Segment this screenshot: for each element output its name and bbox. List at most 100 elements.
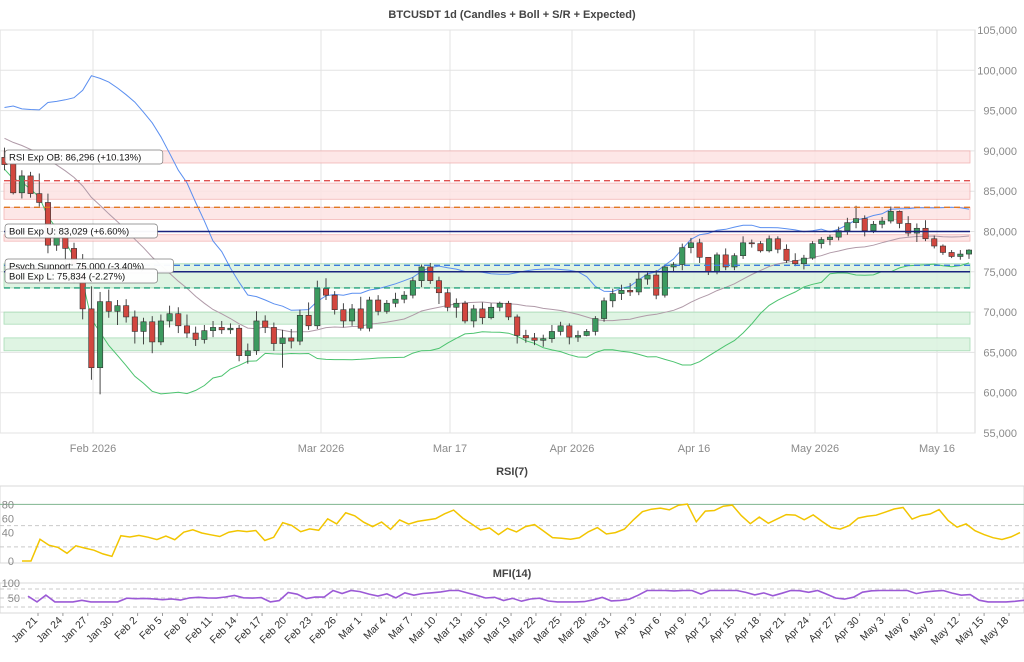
candle-down bbox=[262, 320, 269, 328]
main-y-tick-label: 80,000 bbox=[983, 227, 1017, 239]
candle-down bbox=[435, 280, 442, 294]
date-tick-label: May 18 bbox=[978, 615, 1011, 648]
candle-up bbox=[957, 253, 964, 257]
date-tick-label: Apr 24 bbox=[782, 615, 812, 645]
main-y-tick-label: 70,000 bbox=[983, 307, 1017, 319]
candle-up bbox=[601, 300, 608, 319]
candle-down bbox=[105, 301, 112, 312]
candle-up bbox=[853, 218, 860, 223]
resistance-zone bbox=[3, 150, 971, 164]
candle-down bbox=[288, 337, 295, 342]
main-x-tick-label: May 16 bbox=[919, 443, 955, 455]
main-y-tick-label: 65,000 bbox=[983, 347, 1017, 359]
candle-up bbox=[731, 255, 738, 268]
candle-down bbox=[236, 327, 243, 356]
candle-up bbox=[383, 302, 390, 312]
candle-down bbox=[479, 308, 486, 319]
candle-up bbox=[157, 320, 164, 343]
candle-down bbox=[444, 292, 451, 308]
candle-up bbox=[366, 299, 373, 329]
candle-down bbox=[757, 243, 764, 252]
candle-down bbox=[305, 315, 312, 327]
candle-up bbox=[496, 302, 503, 308]
main-x-tick-label: Mar 2026 bbox=[298, 443, 344, 455]
candle-down bbox=[696, 242, 703, 258]
candle-down bbox=[331, 294, 338, 310]
candle-down bbox=[505, 302, 512, 318]
date-tick-label: Jan 30 bbox=[84, 615, 115, 646]
candle-down bbox=[514, 316, 521, 336]
rsi-y-tick-label: 60 bbox=[2, 513, 14, 525]
candle-down bbox=[131, 316, 138, 332]
candle-up bbox=[18, 175, 25, 194]
candle-up bbox=[201, 330, 208, 340]
candle-up bbox=[574, 335, 581, 338]
candle-up bbox=[97, 301, 104, 369]
candle-down bbox=[218, 327, 225, 331]
main-chart-title: BTCUSDT 1d (Candles + Boll + S/R + Expec… bbox=[388, 9, 636, 21]
candle-up bbox=[470, 308, 477, 322]
annotation-label: Boll Exp L: 75,834 (-2.27%) bbox=[9, 272, 125, 283]
candle-up bbox=[635, 278, 642, 293]
candle-down bbox=[192, 332, 199, 340]
date-tick-label: Apr 30 bbox=[831, 615, 861, 645]
candle-down bbox=[183, 325, 190, 334]
mfi-series-line bbox=[27, 589, 1024, 603]
resistance-zone bbox=[3, 206, 971, 220]
candle-up bbox=[540, 338, 547, 341]
candle-down bbox=[323, 288, 329, 296]
candle-up bbox=[210, 327, 217, 331]
candle-up bbox=[227, 327, 234, 331]
date-tick-label: May 3 bbox=[858, 615, 887, 644]
candle-up bbox=[557, 325, 564, 332]
candle-up bbox=[253, 320, 260, 352]
rsi-y-tick-label: 80 bbox=[2, 499, 14, 511]
main-y-tick-label: 105,000 bbox=[977, 25, 1017, 37]
date-tick-label: Mar 10 bbox=[407, 615, 439, 647]
annotation-box bbox=[4, 268, 158, 284]
date-tick-label: Mar 19 bbox=[482, 615, 514, 647]
candle-up bbox=[244, 350, 251, 356]
candle-down bbox=[88, 308, 95, 369]
candle-down bbox=[566, 325, 573, 338]
main-y-tick-label: 95,000 bbox=[983, 106, 1017, 118]
annotation-label: Psych Support: 75,000 (-3.40%) bbox=[9, 262, 144, 273]
candle-down bbox=[792, 260, 799, 265]
candle-down bbox=[653, 274, 660, 296]
rsi-panel-title: RSI(7) bbox=[496, 466, 528, 478]
main-y-tick-label: 55,000 bbox=[983, 428, 1017, 440]
date-tick-label: Mar 28 bbox=[556, 615, 588, 647]
candle-down bbox=[375, 299, 382, 312]
candle-up bbox=[913, 227, 920, 234]
candle-up bbox=[879, 220, 886, 225]
bollinger-lower-band bbox=[4, 168, 970, 395]
candle-down bbox=[627, 290, 634, 293]
date-tick-label: Apr 6 bbox=[636, 615, 662, 641]
candle-up bbox=[618, 290, 625, 294]
candle-down bbox=[340, 309, 347, 322]
date-tick-label: Apr 12 bbox=[682, 615, 712, 645]
main-y-tick-label: 60,000 bbox=[983, 388, 1017, 400]
date-tick-label: May 6 bbox=[883, 615, 912, 644]
annotation-box bbox=[4, 149, 164, 165]
mfi-y-tick-label: 50 bbox=[8, 593, 20, 605]
candle-up bbox=[887, 211, 894, 222]
candle-up bbox=[392, 298, 399, 304]
candle-up bbox=[809, 243, 816, 259]
main-x-tick-label: Apr 2026 bbox=[550, 443, 595, 455]
candle-up bbox=[296, 315, 303, 342]
candle-down bbox=[783, 248, 790, 261]
resistance-zone bbox=[3, 182, 971, 200]
date-tick-label: Mar 31 bbox=[581, 615, 613, 647]
candle-down bbox=[905, 223, 912, 234]
candle-down bbox=[36, 193, 43, 203]
candle-down bbox=[748, 242, 755, 245]
main-y-tick-label: 90,000 bbox=[983, 146, 1017, 158]
date-tick-label: Apr 15 bbox=[707, 615, 737, 645]
candle-up bbox=[548, 331, 555, 339]
candle-up bbox=[687, 242, 694, 248]
candle-up bbox=[114, 305, 121, 312]
candle-up bbox=[661, 266, 668, 296]
date-tick-label: Feb 14 bbox=[208, 615, 240, 647]
candle-down bbox=[123, 305, 130, 318]
